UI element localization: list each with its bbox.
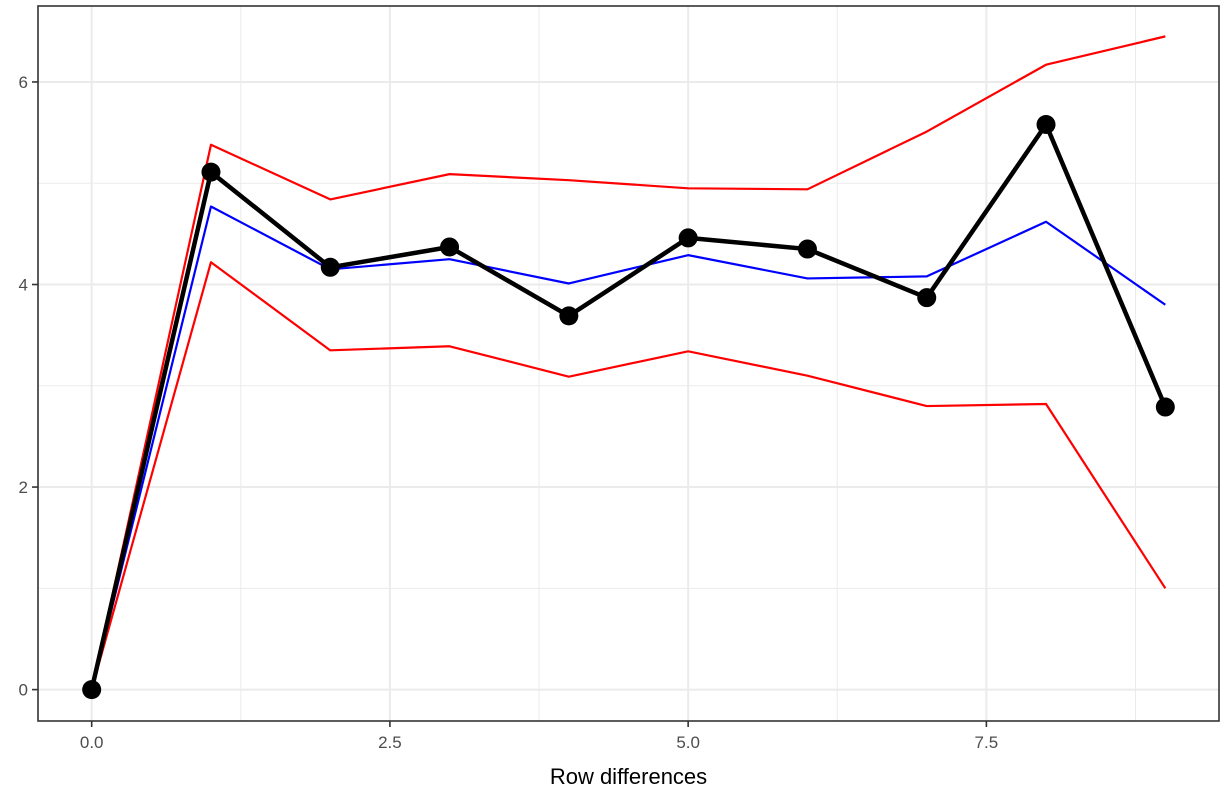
series-line-mean [90, 205, 1166, 690]
y-tick-label-1: 2 [19, 478, 28, 497]
x-axis-title: Row differences [550, 764, 707, 789]
series-line-upper-band [90, 35, 1166, 690]
series-point-observed-7 [917, 288, 937, 308]
x-tick-label-1: 2.5 [378, 733, 402, 752]
series-point-observed-8 [1036, 114, 1056, 134]
series-point-observed-5 [678, 228, 698, 248]
series-point-observed-6 [797, 239, 817, 259]
series-point-observed-0 [82, 680, 102, 700]
panel-border [37, 5, 1220, 722]
panel-layer [37, 5, 1220, 722]
series-point-observed-1 [201, 162, 221, 182]
axis-layer: 0.0 2.5 5.0 7.5 0 2 4 6 [19, 73, 999, 752]
series-point-observed-2 [320, 257, 340, 277]
x-tick-label-0: 0.0 [80, 733, 104, 752]
grid-layer [38, 6, 1219, 721]
x-tick-label-3: 7.5 [975, 733, 999, 752]
series-line-lower-band [90, 261, 1167, 690]
series-line-observed [89, 122, 1168, 691]
series-point-observed-3 [440, 237, 460, 257]
series-layer [82, 35, 1175, 700]
y-tick-label-0: 0 [19, 681, 28, 700]
series-point-observed-4 [559, 306, 579, 326]
y-tick-label-2: 4 [19, 276, 28, 295]
x-tick-label-2: 5.0 [676, 733, 700, 752]
series-point-observed-9 [1155, 397, 1175, 417]
y-tick-label-3: 6 [19, 73, 28, 92]
